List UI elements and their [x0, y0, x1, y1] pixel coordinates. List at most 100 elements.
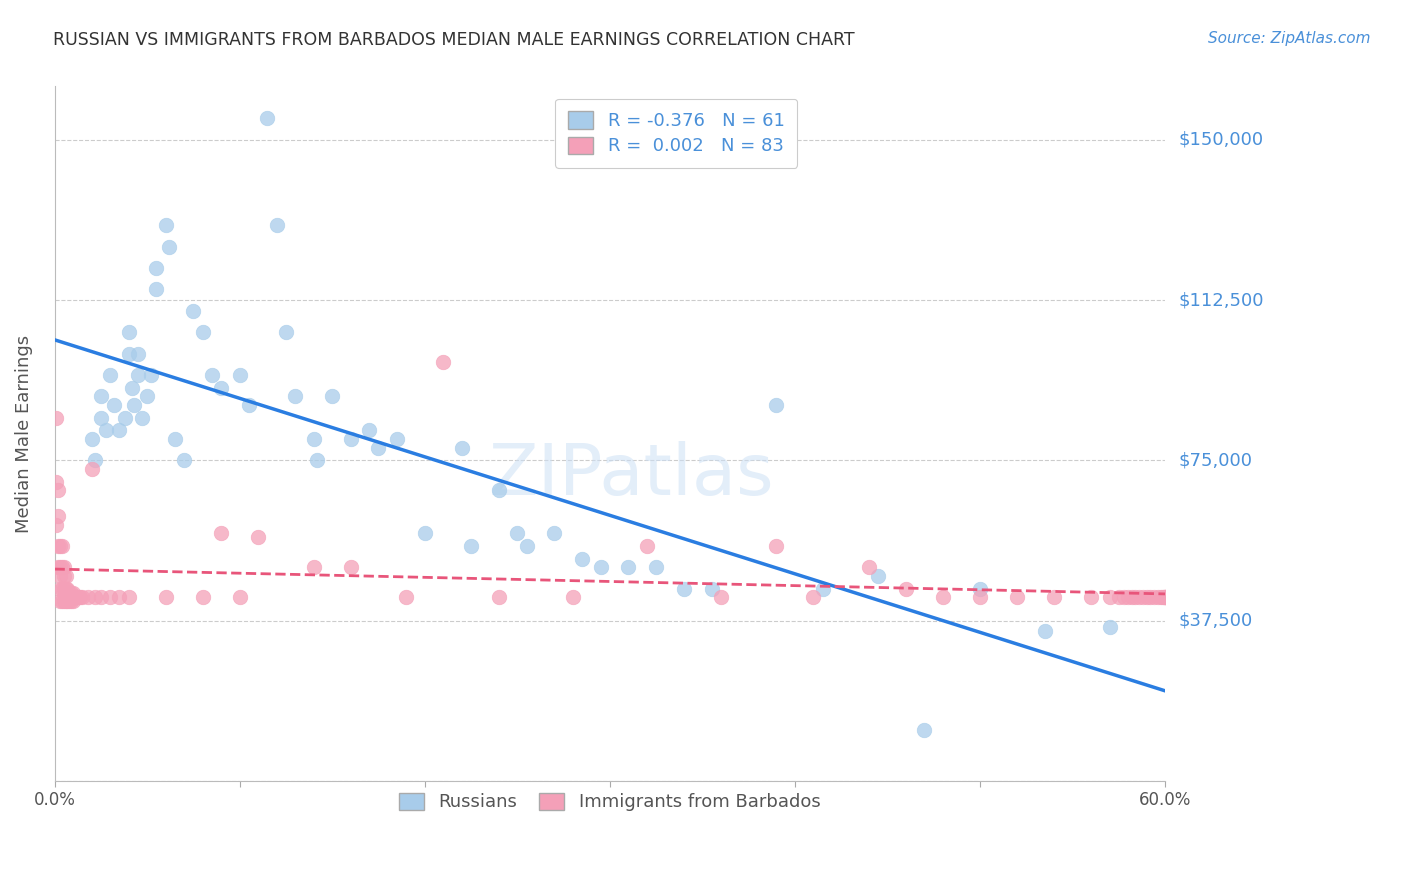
Point: [321, 389, 343, 403]
Point: [191, 325, 214, 339]
Point: [515, 539, 537, 553]
Point: [274, 325, 297, 339]
Point: [56, 594, 79, 608]
Point: [1005, 590, 1028, 604]
Point: [51, 560, 73, 574]
Point: [1152, 590, 1174, 604]
Point: [1146, 590, 1168, 604]
Point: [155, 219, 177, 233]
Point: [914, 723, 936, 737]
Point: [72, 590, 94, 604]
Point: [1128, 590, 1150, 604]
Point: [49, 569, 72, 583]
Point: [359, 424, 381, 438]
Point: [46, 483, 69, 498]
Point: [432, 355, 454, 369]
Point: [228, 590, 250, 604]
Legend: Russians, Immigrants from Barbados: Russians, Immigrants from Barbados: [387, 780, 834, 824]
Point: [84, 453, 107, 467]
Point: [80, 432, 103, 446]
Point: [46, 539, 69, 553]
Point: [858, 560, 880, 574]
Point: [52, 582, 75, 596]
Point: [1154, 590, 1177, 604]
Point: [96, 424, 118, 438]
Point: [1108, 590, 1130, 604]
Point: [561, 590, 583, 604]
Point: [1121, 590, 1143, 604]
Point: [506, 526, 529, 541]
Point: [58, 586, 80, 600]
Point: [139, 368, 162, 382]
Point: [131, 410, 153, 425]
Point: [1143, 590, 1166, 604]
Point: [55, 594, 77, 608]
Point: [145, 260, 167, 275]
Point: [49, 594, 72, 608]
Point: [617, 560, 640, 574]
Y-axis label: Median Male Earnings: Median Male Earnings: [15, 334, 32, 533]
Point: [155, 590, 177, 604]
Point: [1135, 590, 1157, 604]
Point: [589, 560, 612, 574]
Point: [117, 590, 139, 604]
Point: [543, 526, 565, 541]
Point: [84, 590, 107, 604]
Point: [209, 381, 232, 395]
Point: [307, 453, 329, 467]
Point: [45, 517, 67, 532]
Point: [571, 551, 593, 566]
Point: [1098, 590, 1121, 604]
Point: [803, 590, 825, 604]
Point: [1139, 590, 1161, 604]
Point: [1154, 590, 1177, 604]
Point: [765, 539, 787, 553]
Point: [339, 560, 361, 574]
Text: RUSSIAN VS IMMIGRANTS FROM BARBADOS MEDIAN MALE EARNINGS CORRELATION CHART: RUSSIAN VS IMMIGRANTS FROM BARBADOS MEDI…: [53, 31, 855, 49]
Point: [117, 325, 139, 339]
Point: [339, 432, 361, 446]
Point: [247, 530, 270, 544]
Point: [209, 526, 232, 541]
Point: [46, 508, 69, 523]
Point: [228, 368, 250, 382]
Text: $150,000: $150,000: [1180, 131, 1264, 149]
Point: [969, 582, 991, 596]
Point: [284, 389, 307, 403]
Point: [385, 432, 408, 446]
Point: [51, 582, 73, 596]
Point: [80, 462, 103, 476]
Text: $75,000: $75,000: [1180, 451, 1253, 469]
Point: [765, 398, 787, 412]
Point: [1154, 590, 1177, 604]
Point: [238, 398, 260, 412]
Point: [49, 582, 72, 596]
Point: [69, 590, 91, 604]
Point: [302, 432, 325, 446]
Point: [302, 560, 325, 574]
Point: [66, 590, 89, 604]
Point: [62, 586, 84, 600]
Point: [90, 590, 112, 604]
Point: [157, 240, 180, 254]
Point: [52, 560, 75, 574]
Point: [1150, 590, 1173, 604]
Point: [1154, 590, 1177, 604]
Point: [98, 590, 121, 604]
Point: [45, 410, 67, 425]
Point: [49, 560, 72, 574]
Point: [1080, 590, 1102, 604]
Point: [45, 475, 67, 489]
Point: [90, 410, 112, 425]
Point: [114, 410, 136, 425]
Point: [894, 582, 917, 596]
Point: [127, 346, 149, 360]
Point: [58, 594, 80, 608]
Point: [1132, 590, 1154, 604]
Point: [46, 560, 69, 574]
Point: [450, 441, 472, 455]
Point: [127, 368, 149, 382]
Text: Source: ZipAtlas.com: Source: ZipAtlas.com: [1208, 31, 1371, 46]
Point: [122, 398, 145, 412]
Point: [67, 590, 90, 604]
